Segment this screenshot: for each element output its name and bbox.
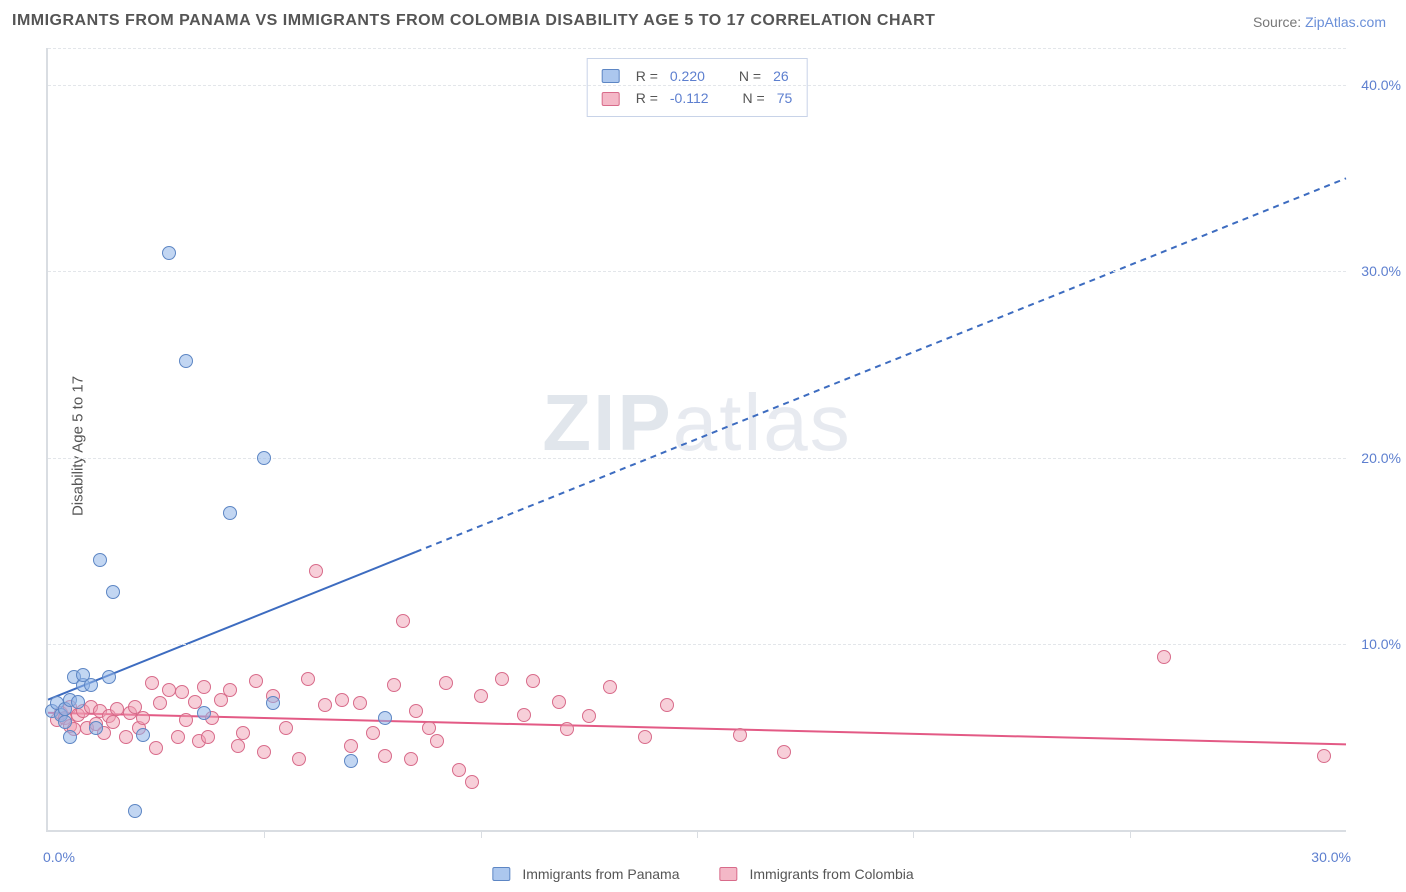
point-colombia [179,713,193,727]
legend-item-colombia: Immigrants from Colombia [720,866,914,882]
point-panama [162,246,176,260]
plot-area: ZIPatlas R = 0.220 N = 26 R = -0.112 N =… [46,48,1346,832]
point-colombia [733,728,747,742]
point-colombia [318,698,332,712]
point-colombia [231,739,245,753]
gridline [48,271,1346,272]
point-colombia [301,672,315,686]
point-colombia [106,715,120,729]
point-panama [266,696,280,710]
point-colombia [353,696,367,710]
point-colombia [378,749,392,763]
point-colombia [153,696,167,710]
point-colombia [1317,749,1331,763]
source-link[interactable]: ZipAtlas.com [1305,14,1386,30]
point-panama [71,695,85,709]
point-colombia [366,726,380,740]
point-colombia [396,614,410,628]
gridline [48,458,1346,459]
swatch-pink-icon [720,867,738,881]
point-colombia [171,730,185,744]
point-colombia [257,745,271,759]
legend-label-panama: Immigrants from Panama [522,866,679,882]
point-colombia [422,721,436,735]
y-tick-label: 40.0% [1361,77,1401,93]
point-colombia [465,775,479,789]
point-colombia [430,734,444,748]
x-tick-minor [697,830,698,838]
point-colombia [638,730,652,744]
point-colombia [201,730,215,744]
point-colombia [582,709,596,723]
point-colombia [552,695,566,709]
chart-container: IMMIGRANTS FROM PANAMA VS IMMIGRANTS FRO… [0,0,1406,892]
point-colombia [517,708,531,722]
source-prefix: Source: [1253,14,1305,30]
gridline [48,644,1346,645]
point-panama [223,506,237,520]
point-colombia [309,564,323,578]
point-colombia [526,674,540,688]
point-colombia [452,763,466,777]
point-colombia [197,680,211,694]
point-colombia [119,730,133,744]
point-panama [197,706,211,720]
point-colombia [236,726,250,740]
point-colombia [777,745,791,759]
source-attribution: Source: ZipAtlas.com [1253,14,1386,30]
point-colombia [175,685,189,699]
x-tick-minor [913,830,914,838]
point-colombia [387,678,401,692]
point-colombia [495,672,509,686]
point-colombia [439,676,453,690]
swatch-blue-icon [492,867,510,881]
bottom-legend: Immigrants from Panama Immigrants from C… [492,866,913,882]
point-panama [63,730,77,744]
legend-item-panama: Immigrants from Panama [492,866,679,882]
point-panama [93,553,107,567]
point-colombia [279,721,293,735]
point-colombia [1157,650,1171,664]
point-colombia [344,739,358,753]
legend-label-colombia: Immigrants from Colombia [750,866,914,882]
point-colombia [162,683,176,697]
point-colombia [249,674,263,688]
point-colombia [223,683,237,697]
point-colombia [560,722,574,736]
point-colombia [136,711,150,725]
x-tick-minor [481,830,482,838]
point-panama [102,670,116,684]
point-colombia [335,693,349,707]
point-panama [344,754,358,768]
x-tick-right: 30.0% [1311,849,1351,865]
point-colombia [660,698,674,712]
point-colombia [145,676,159,690]
x-tick-minor [1130,830,1131,838]
point-colombia [474,689,488,703]
point-panama [257,451,271,465]
x-tick-minor [264,830,265,838]
gridline [48,48,1346,49]
point-panama [128,804,142,818]
point-colombia [409,704,423,718]
point-colombia [149,741,163,755]
y-tick-label: 20.0% [1361,450,1401,466]
point-colombia [603,680,617,694]
point-panama [136,728,150,742]
chart-title: IMMIGRANTS FROM PANAMA VS IMMIGRANTS FRO… [12,12,935,30]
trend-lines [48,48,1346,830]
point-colombia [292,752,306,766]
point-panama [378,711,392,725]
gridline [48,85,1346,86]
point-panama [58,715,72,729]
point-panama [84,678,98,692]
point-panama [89,721,103,735]
point-colombia [110,702,124,716]
x-tick-left: 0.0% [43,849,75,865]
point-panama [106,585,120,599]
y-tick-label: 10.0% [1361,636,1401,652]
point-panama [179,354,193,368]
point-colombia [404,752,418,766]
y-tick-label: 30.0% [1361,263,1401,279]
